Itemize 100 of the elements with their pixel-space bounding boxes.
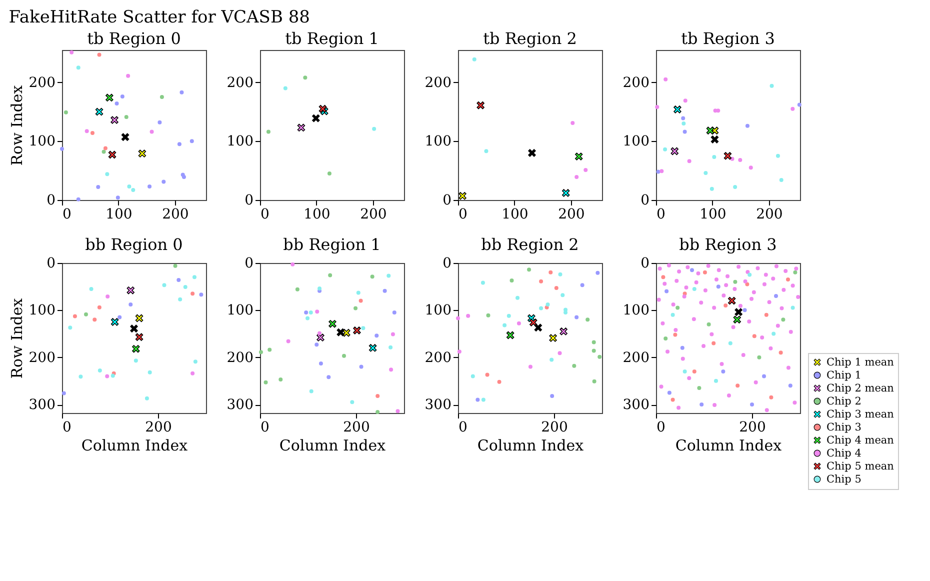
x-tick-label: 200 <box>145 420 172 436</box>
point <box>697 386 702 390</box>
point <box>370 274 374 279</box>
point <box>306 316 310 320</box>
y-tick-label: 200 <box>622 74 650 91</box>
point <box>278 378 283 382</box>
chart-title: tb Region 3 <box>681 29 775 48</box>
point <box>193 360 198 364</box>
point <box>560 293 565 298</box>
legend-label: Chip 1 mean <box>826 356 894 368</box>
point <box>670 312 675 317</box>
point <box>528 149 536 157</box>
point <box>752 334 756 338</box>
point <box>70 50 74 54</box>
legend-label: Chip 1 <box>826 369 862 382</box>
point <box>92 318 97 322</box>
y-axis-title: Row Index <box>8 84 26 166</box>
y-tick-label: 0 <box>244 256 254 272</box>
point <box>110 318 119 326</box>
point <box>72 314 77 318</box>
point <box>102 150 106 154</box>
legend-label: Chip 3 mean <box>826 408 894 420</box>
y-tick-label: 300 <box>226 397 254 414</box>
point <box>386 274 391 278</box>
point <box>127 184 132 188</box>
point <box>268 348 272 352</box>
point <box>774 294 778 298</box>
point <box>769 395 774 400</box>
point <box>150 130 154 134</box>
point <box>177 142 182 146</box>
point <box>700 402 704 407</box>
point <box>680 346 684 350</box>
point <box>738 158 742 162</box>
point <box>661 275 666 280</box>
point <box>389 368 394 372</box>
x-tick-label: 200 <box>558 206 585 222</box>
point <box>176 278 181 282</box>
x-tick-label: 200 <box>739 420 766 436</box>
point <box>562 189 570 197</box>
point <box>742 308 747 312</box>
chart-title: bb Region 1 <box>283 235 381 254</box>
x-tick-label: 0 <box>260 420 270 436</box>
y-tick-label: 200 <box>424 74 452 91</box>
point <box>670 147 678 156</box>
point <box>527 268 532 272</box>
y-tick-label: 100 <box>424 302 452 319</box>
point <box>266 130 270 134</box>
point <box>564 310 568 315</box>
x-tick-label: 200 <box>541 420 568 436</box>
legend-label: Chip 2 <box>826 395 862 408</box>
point <box>733 316 741 324</box>
point <box>724 303 728 308</box>
point <box>682 130 687 134</box>
point <box>84 312 88 316</box>
point <box>506 331 514 340</box>
point <box>674 106 682 114</box>
point <box>655 105 660 110</box>
point <box>710 186 714 191</box>
chart-title: bb Region 3 <box>679 235 777 254</box>
point <box>97 52 102 57</box>
point <box>586 318 590 322</box>
y-tick-label: 100 <box>226 302 254 319</box>
y-tick-label: 0 <box>640 192 650 208</box>
point <box>687 159 692 164</box>
point <box>190 139 194 144</box>
point <box>534 324 542 332</box>
point <box>497 380 502 384</box>
point <box>297 124 306 132</box>
point <box>60 146 64 151</box>
x-axis-title: Column Index <box>675 436 782 454</box>
point <box>772 332 776 336</box>
point <box>131 188 136 192</box>
point <box>258 350 263 354</box>
point <box>105 172 110 176</box>
point <box>376 394 380 398</box>
point <box>480 280 485 285</box>
point <box>318 104 327 113</box>
point <box>135 314 144 322</box>
legend-label: Chip 5 mean <box>826 460 894 472</box>
point <box>312 114 320 122</box>
point <box>466 314 470 318</box>
point <box>550 394 554 398</box>
point <box>757 355 762 360</box>
point <box>160 95 164 100</box>
x-tick-label: 100 <box>304 206 330 222</box>
x-tick-label: 100 <box>106 206 132 222</box>
point <box>790 106 795 111</box>
point <box>356 290 360 295</box>
legend-label: Chip 4 mean <box>826 434 894 446</box>
point <box>286 339 290 344</box>
point <box>486 313 490 318</box>
point <box>574 152 583 160</box>
chart-title: tb Region 1 <box>285 29 379 48</box>
point <box>97 305 102 310</box>
point <box>484 149 488 154</box>
point <box>714 378 718 383</box>
point <box>342 328 350 337</box>
point <box>314 342 319 347</box>
point <box>682 369 687 374</box>
point <box>290 262 295 266</box>
